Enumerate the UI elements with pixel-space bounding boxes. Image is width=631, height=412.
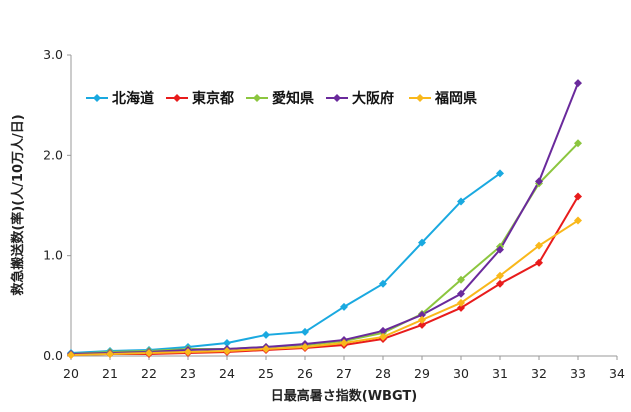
x-tick-label: 26 [297,366,313,381]
legend-swatch-marker [333,94,341,102]
data-point [535,177,543,186]
x-tick-label: 25 [258,366,274,381]
data-point [496,279,504,288]
data-point [262,344,270,353]
legend-label: 大阪府 [352,90,394,107]
x-tick-label: 31 [492,366,508,381]
legend-label: 愛知県 [272,90,314,107]
data-point [418,310,426,319]
data-point [457,303,465,312]
data-point [535,241,543,250]
legend-swatch-marker [253,94,261,102]
legend-item: 愛知県 [246,90,314,107]
data-point [535,258,543,267]
y-tick-label: 0.0 [43,348,63,363]
data-point [496,271,504,280]
legend: 北海道 東京都 愛知県 大阪府 福岡県 [86,90,477,107]
series-line-4 [70,219,579,356]
data-point [418,315,426,324]
x-tick-label: 32 [531,366,547,381]
series-lines [70,82,579,356]
data-point [457,298,465,307]
x-tick-label: 29 [414,366,430,381]
x-ticks: 20 21 22 23 24 25 26 27 28 29 30 31 32 33 34 [63,356,625,381]
data-point [379,332,387,341]
data-point [457,289,465,298]
x-tick-label: 30 [453,366,469,381]
data-point [574,139,582,148]
data-point [457,275,465,284]
data-point [379,326,387,335]
y-axis-title: 救急搬送数(率)(人/10万人/日) [10,114,26,295]
data-point [496,169,504,178]
x-tick-label: 27 [336,366,352,381]
x-tick-label: 28 [375,366,391,381]
data-point [301,342,309,351]
data-point [574,79,582,88]
x-tick-label: 22 [141,366,157,381]
data-point [223,338,231,347]
series-line-3 [70,82,579,355]
series-line-1 [70,195,579,356]
series-markers [67,79,582,359]
data-point [145,348,153,357]
data-point [418,320,426,329]
data-point [574,192,582,201]
x-tick-label: 33 [570,366,586,381]
data-point [262,330,270,339]
legend-swatch-marker [416,94,424,102]
data-point [340,302,348,311]
data-point [574,216,582,225]
x-tick-label: 23 [180,366,196,381]
y-ticks: 0.0 1.0 2.0 3.0 [43,47,71,363]
data-point [223,346,231,355]
data-point [184,347,192,356]
x-tick-label: 20 [63,366,79,381]
data-point [340,338,348,347]
x-axis-title: 日最高暑さ指数(WBGT) [271,388,417,404]
legend-swatch-marker [93,94,101,102]
data-point [67,350,75,359]
data-point [418,238,426,247]
legend-swatch-marker [173,94,181,102]
legend-label: 東京都 [192,90,234,107]
series-line-0 [70,172,501,354]
data-point [106,349,114,358]
legend-item: 北海道 [86,90,154,107]
x-tick-label: 24 [219,366,235,381]
legend-item: 福岡県 [409,90,477,107]
y-tick-label: 1.0 [43,248,63,263]
legend-item: 東京都 [166,90,234,107]
legend-item: 大阪府 [326,90,394,107]
x-tick-label: 34 [609,366,625,381]
y-tick-label: 2.0 [43,147,63,162]
data-point [379,279,387,288]
data-point [496,245,504,254]
data-point [301,327,309,336]
y-tick-label: 3.0 [43,47,63,62]
data-point [457,197,465,206]
legend-label: 北海道 [112,90,154,107]
legend-label: 福岡県 [434,90,477,107]
x-tick-label: 21 [102,366,118,381]
